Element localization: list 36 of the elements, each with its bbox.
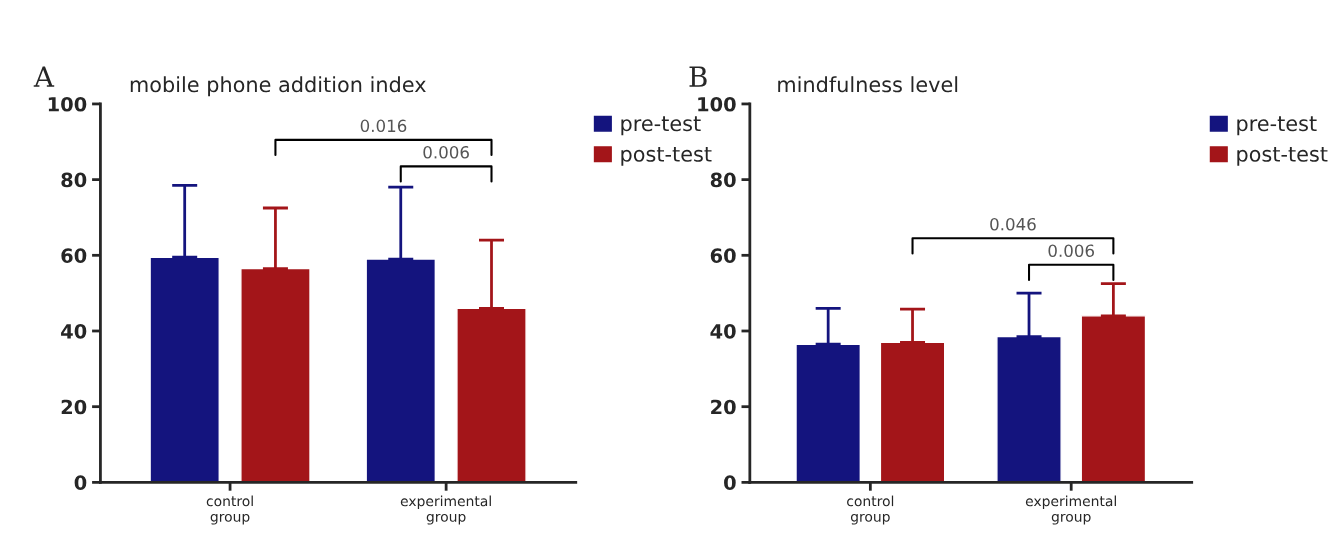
annotation: 0.016 bbox=[360, 119, 407, 133]
bar bbox=[240, 267, 311, 483]
y-tick-label: 0 bbox=[74, 475, 87, 491]
legend-label: pre-test bbox=[621, 116, 701, 136]
annotation: 0.046 bbox=[990, 217, 1036, 231]
bar bbox=[365, 258, 437, 483]
y-tick-label: 100 bbox=[698, 96, 736, 112]
chart-title: mindfulness level bbox=[778, 76, 958, 93]
y-tick-label: 60 bbox=[710, 248, 736, 263]
y-tick-label: 100 bbox=[48, 96, 87, 112]
y-tick-label: 40 bbox=[61, 323, 87, 339]
y-tick-label: 80 bbox=[61, 172, 87, 188]
bar bbox=[879, 341, 946, 483]
x-tick-label: experimental group bbox=[1025, 495, 1116, 525]
text: B bbox=[689, 66, 707, 87]
y-tick-label: 0 bbox=[724, 475, 736, 491]
legend-label: pre-test bbox=[1237, 116, 1317, 136]
x-tick-label: control group bbox=[847, 495, 894, 525]
text: A bbox=[33, 66, 55, 87]
bar bbox=[149, 256, 220, 483]
legend-label: post-test bbox=[1237, 146, 1328, 166]
legend-label: post-test bbox=[621, 146, 712, 166]
y-tick-label: 20 bbox=[711, 399, 736, 415]
annotation: 0.006 bbox=[423, 146, 469, 159]
bar bbox=[1080, 315, 1147, 483]
bar bbox=[795, 343, 862, 483]
bar bbox=[996, 335, 1062, 483]
bar bbox=[456, 307, 527, 483]
y-tick-label: 80 bbox=[710, 172, 736, 188]
y-tick-label: 60 bbox=[61, 248, 87, 263]
y-tick-label: 20 bbox=[61, 399, 87, 415]
x-tick-label: experimental group bbox=[400, 495, 491, 525]
annotation: 0.006 bbox=[1048, 244, 1095, 257]
x-tick-label: control group bbox=[206, 495, 253, 525]
y-tick-label: 40 bbox=[710, 323, 736, 339]
chart-title: mobile phone addition index bbox=[130, 76, 426, 97]
